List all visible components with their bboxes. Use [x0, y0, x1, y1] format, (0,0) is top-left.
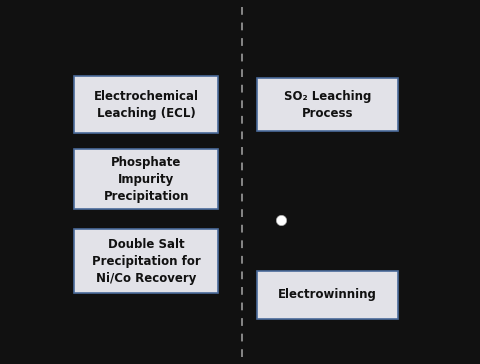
Point — [277, 217, 285, 223]
FancyBboxPatch shape — [257, 271, 398, 318]
FancyBboxPatch shape — [74, 76, 218, 133]
Text: Electrochemical
Leaching (ECL): Electrochemical Leaching (ECL) — [94, 90, 199, 120]
Text: Double Salt
Precipitation for
Ni/Co Recovery: Double Salt Precipitation for Ni/Co Reco… — [92, 238, 201, 285]
FancyBboxPatch shape — [74, 149, 218, 209]
Text: Phosphate
Impurity
Precipitation: Phosphate Impurity Precipitation — [104, 156, 189, 203]
FancyBboxPatch shape — [74, 229, 218, 293]
FancyBboxPatch shape — [257, 78, 398, 131]
Text: Electrowinning: Electrowinning — [278, 288, 377, 301]
Text: SO₂ Leaching
Process: SO₂ Leaching Process — [284, 90, 372, 120]
